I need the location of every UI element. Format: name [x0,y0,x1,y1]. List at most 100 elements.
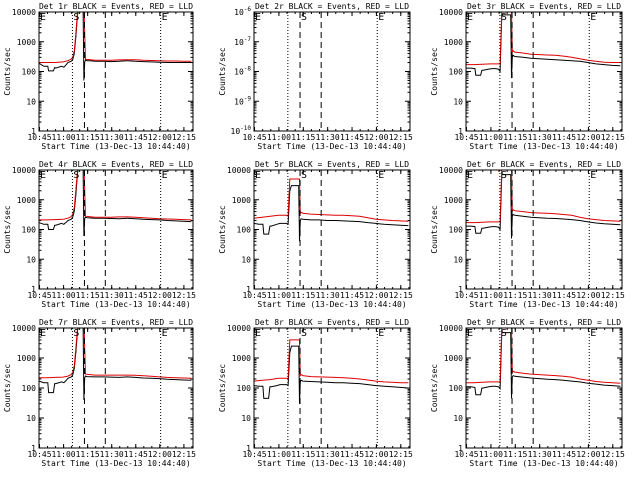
x-tick-label: 11:00 [479,133,503,142]
y-tick-label: 1000 [444,354,463,363]
y-tick-label: 10000 [227,166,251,175]
x-tick-label: 11:00 [52,450,76,459]
x-tick-label: 12:15 [601,291,625,300]
x-tick-label: 10:45 [27,450,51,459]
panel-det-5: Det 5r BLACK = Events, RED = LLD Counts/s… [218,160,413,309]
x-tick-label: 11:30 [100,133,124,142]
x-axis-label: Start Time (13-Dec-13 10:44:40) [257,459,406,468]
x-tick-label: 11:45 [552,450,576,459]
y-tick-label: 10000 [12,8,36,17]
x-tick-label: 12:00 [576,450,600,459]
y-tick-exponent: -6 [244,6,252,13]
plot-frame [465,327,623,449]
panel-title: Det 3r BLACK = Events, RED = LLD [467,2,621,11]
interval-marker-label: S [73,328,79,339]
y-tick-exponent: -9 [244,95,252,102]
panel-title: Det 1r BLACK = Events, RED = LLD [39,2,193,11]
y-tick-label: 1 [458,285,463,294]
x-tick-label: 10:45 [242,291,266,300]
x-tick-label: 11:15 [291,450,315,459]
y-tick-label: 10 [453,255,463,264]
y-tick-label: 1000 [232,196,251,205]
y-tick-label: 10 [241,414,251,423]
x-tick-label: 10:45 [454,450,478,459]
y-tick-label: 100 [449,226,464,235]
x-tick-label: 11:30 [528,133,552,142]
series-events-line [39,328,192,400]
x-axis-label: Start Time (13-Dec-13 10:44:40) [41,142,190,151]
interval-marker-label: S [73,170,79,181]
x-tick-label: 11:45 [124,291,148,300]
x-tick-label: 11:00 [267,450,291,459]
x-tick-label: 11:15 [76,450,100,459]
x-tick-label: 12:15 [172,450,196,459]
y-tick-label: 10 [241,255,251,264]
y-tick-label: 10-8 [234,66,251,77]
x-tick-label: 12:00 [364,450,388,459]
x-tick-label: 12:00 [148,450,172,459]
series-lld-line [254,178,409,222]
panel-title: Det 2r BLACK = Events, RED = LLD [255,2,409,11]
series-lld-line [39,170,192,221]
x-axis-label: Start Time (13-Dec-13 10:44:40) [41,300,190,309]
series-events-line [254,185,409,242]
y-tick-label: 1000 [444,38,463,47]
x-tick-label: 10:45 [454,291,478,300]
y-axis-label: Counts/sec [218,205,227,253]
panel-title: Det 8r BLACK = Events, RED = LLD [255,318,409,327]
y-tick-label: 10-9 [234,95,251,106]
series-events-line [39,12,192,81]
y-tick-label: 1 [31,127,36,136]
y-tick-label: 10-7 [234,36,251,47]
x-axis-label: Start Time (13-Dec-13 10:44:40) [41,459,190,468]
x-tick-label: 12:00 [364,291,388,300]
series-events-line [254,345,409,404]
plot-frame [465,169,623,290]
interval-marker-label: E [40,170,46,181]
x-tick-label: 11:15 [76,133,100,142]
y-tick-exponent: -7 [244,36,252,43]
y-tick-label: 10000 [439,324,463,333]
x-tick-label: 11:15 [503,133,527,142]
y-tick-label: 100 [22,226,37,235]
x-tick-label: 11:45 [124,133,148,142]
x-tick-label: 12:00 [148,291,172,300]
y-tick-label: 1000 [444,196,463,205]
x-tick-label: 12:15 [389,450,413,459]
plot-frame [253,169,411,290]
y-tick-label: 100 [449,68,464,77]
y-axis-label: Counts/sec [3,364,12,412]
y-tick-exponent: -10 [240,125,251,132]
x-tick-label: 11:30 [528,291,552,300]
y-tick-label: 1000 [17,354,36,363]
y-tick-label: 100 [237,226,252,235]
y-tick-label: 10000 [12,166,36,175]
x-axis-label: Start Time (13-Dec-13 10:44:40) [469,300,618,309]
x-tick-label: 11:45 [340,291,364,300]
panel-title: Det 5r BLACK = Events, RED = LLD [255,160,409,169]
y-tick-label: 100 [237,384,252,393]
interval-marker-label: E [162,170,168,181]
x-tick-label: 11:45 [552,133,576,142]
y-tick-label: 10000 [439,8,463,17]
x-tick-label: 12:15 [601,450,625,459]
interval-marker-label: E [467,12,473,23]
interval-marker-label: E [467,170,473,181]
y-tick-label: 10 [26,255,36,264]
interval-marker-label: S [301,328,307,339]
x-tick-label: 11:15 [291,133,315,142]
plot-frame [253,11,411,132]
interval-marker-label: S [501,12,507,23]
x-tick-label: 11:15 [503,291,527,300]
x-tick-label: 10:45 [454,133,478,142]
panel-det-9: Det 9r BLACK = Events, RED = LLD Counts/s… [430,318,625,468]
x-axis-label: Start Time (13-Dec-13 10:44:40) [469,459,618,468]
x-tick-label: 11:00 [267,133,291,142]
interval-marker-label: E [378,328,384,339]
x-tick-label: 11:15 [76,291,100,300]
y-tick-label: 1000 [232,354,251,363]
interval-marker-label: S [301,170,307,181]
x-axis-label: Start Time (13-Dec-13 10:44:40) [469,142,618,151]
panel-title: Det 4r BLACK = Events, RED = LLD [39,160,193,169]
interval-marker-label: E [162,12,168,23]
